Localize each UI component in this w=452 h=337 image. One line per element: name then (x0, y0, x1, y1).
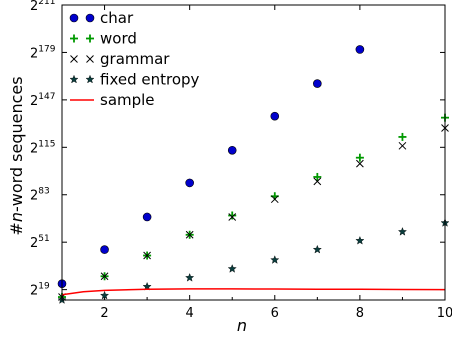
data-point-grammar (143, 251, 151, 260)
legend-label-fixed-entropy: fixed entropy (100, 71, 200, 89)
data-point-grammar (356, 159, 364, 168)
plot-frame (61, 4, 446, 301)
data-point-char (355, 45, 365, 54)
data-point-word (355, 153, 364, 162)
legend-swatch-fixed-entropy (85, 74, 95, 84)
data-point-fixed-entropy (397, 227, 407, 236)
y-axis-label-prefix: # (7, 222, 26, 235)
y-axis-label-suffix: -word sequences (7, 76, 26, 212)
y-axis-label: #n-word sequences (7, 76, 26, 235)
legend-label-word: word (100, 30, 137, 48)
legend-label-char: char (100, 9, 134, 27)
data-point-char (313, 79, 322, 88)
legend-label-grammar: grammar (100, 50, 170, 68)
data-point-word (398, 132, 407, 141)
legend-label-sample: sample (100, 91, 155, 109)
y-tick-label: 2211 (30, 0, 55, 14)
x-axis-label: n (237, 316, 247, 335)
x-tick-labels: 2 4 6 8 10 (100, 306, 452, 321)
legend: char word grammar fixed entropy sample (69, 9, 200, 109)
data-point-word (313, 172, 322, 181)
legend-swatch-char (85, 13, 95, 23)
y-tick-labels: 219 251 283 2115 2147 2179 2211 (30, 0, 56, 299)
legend-swatch-fixed-entropy (69, 74, 79, 84)
data-point-char (100, 245, 109, 254)
legend-swatch-word (70, 34, 78, 43)
series-line-sample (61, 288, 446, 296)
y-tick-label: 2147 (30, 92, 55, 109)
data-point-fixed-entropy (312, 244, 322, 254)
data-point-fixed-entropy (100, 290, 110, 300)
data-point-char (142, 212, 152, 222)
data-point-grammar (100, 272, 109, 281)
y-tick-label: 219 (30, 282, 50, 299)
data-point-fixed-entropy (355, 235, 365, 245)
y-tick-label: 2179 (30, 44, 56, 61)
y-tick-label: 283 (30, 187, 50, 204)
data-point-char (270, 111, 280, 121)
data-point-grammar (398, 141, 407, 150)
data-point-grammar (185, 230, 194, 239)
data-point-word (228, 211, 237, 220)
x-tick-label: 6 (271, 306, 279, 321)
data-point-grammar (228, 213, 237, 221)
data-point-fixed-entropy (270, 255, 280, 264)
legend-swatch-word (86, 34, 94, 43)
data-point-char (227, 145, 237, 155)
data-point-grammar (270, 195, 279, 204)
y-tick-label: 251 (30, 234, 50, 251)
data-point-grammar (313, 177, 322, 186)
legend-swatch-char (69, 13, 79, 23)
x-tick-label: 8 (356, 306, 364, 321)
legend-swatch-grammar (86, 55, 94, 63)
data-point-fixed-entropy (185, 273, 195, 282)
y-tick-label: 2115 (30, 139, 55, 156)
y-axis-label-variable: n (7, 212, 26, 222)
legend-swatch-grammar (70, 55, 78, 63)
x-tick-label: 2 (100, 306, 108, 321)
x-tick-label: 10 (437, 306, 452, 321)
data-point-fixed-entropy (227, 264, 237, 273)
data-point-char (185, 178, 194, 188)
x-tick-label: 4 (186, 306, 194, 321)
